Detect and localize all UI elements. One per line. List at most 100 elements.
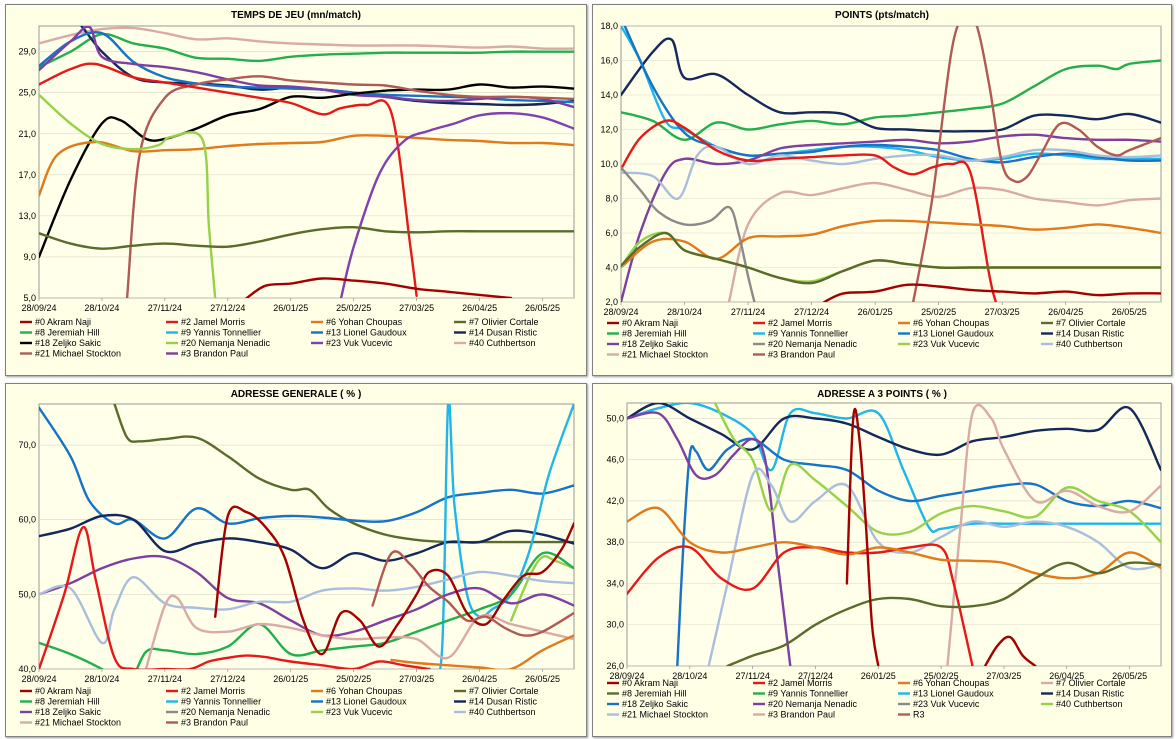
legend-label: #14 Dusan Ristic [469,328,538,338]
y-tick-label: 4,0 [605,263,618,273]
y-tick-label: 34,0 [606,578,624,588]
legend-label: #7 Olivier Cortale [469,317,539,327]
plot-area [38,25,575,299]
series-line [39,62,418,298]
series-line [713,403,1161,544]
legend-label: R3 [913,710,925,720]
legend-label: #6 Yohan Choupas [326,686,403,696]
x-tick-label: 25/02/25 [921,307,956,317]
x-tick-label: 26/05/25 [525,674,560,684]
series-line [627,506,1161,580]
series-line [39,406,574,540]
x-tick-label: 27/11/24 [148,303,182,313]
y-tick-label: 30,0 [606,620,624,630]
legend-label: #2 Jamel Morris [181,686,246,696]
series-line [621,119,997,302]
legend-label: #0 Akram Naji [35,686,91,696]
legend-label: #20 Nemanja Nenadic [768,339,858,349]
chart-svg-adresse-generale: ADRESSE GENERALE ( % ) 40,0 50,0 60,0 70,0 28… [18,389,575,728]
chart-points: POINTS (pts/match) 2,0 4,0 6,0 8,0 10,0 12,0 14… [592,4,1172,376]
series-group [39,404,574,669]
x-tick-label: 26/01/25 [861,671,896,681]
chart-svg-adresse-3-points: ADRESSE A 3 POINTS ( % ) 26,0 30,0 34,0 38,0… [606,389,1162,720]
legend-label: #23 Vuk Vucevic [326,338,393,348]
x-tick-label: 28/10/24 [672,671,707,681]
x-tick-label: 26/04/25 [1049,671,1084,681]
series-line [125,75,574,298]
y-tick-label: 14,0 [600,90,618,100]
x-tick-label: 25/02/25 [924,671,959,681]
legend-label: #18 Zeljko Sakic [35,338,102,348]
y-tick-label: 13,0 [18,211,36,221]
y-tick-label: 42,0 [606,496,624,506]
legend-label: #14 Dusan Ristic [469,697,538,707]
x-tick-label: 28/09/24 [603,307,638,317]
series-line [214,505,574,656]
y-tick-label: 5,0 [23,293,36,303]
x-tick-label: 27/03/25 [985,307,1020,317]
series-line [390,634,574,669]
x-tick-label: 26/01/25 [273,674,308,684]
legend-label: #8 Jeremiah Hill [622,689,687,699]
y-tick-label: 18,0 [600,21,618,31]
chart-title: ADRESSE GENERALE ( % ) [231,389,362,400]
legend-label: #3 Brandon Paul [768,350,835,360]
series-line [621,26,1161,162]
x-tick-label: 27/12/24 [794,307,829,317]
y-tick-label: 40,0 [18,664,36,674]
x-tick-label: 26/05/25 [1112,671,1147,681]
y-tick-label: 10,0 [600,159,618,169]
legend-label: #13 Lionel Gaudoux [326,697,407,707]
series-group [39,26,574,298]
series-line [726,561,1161,666]
legend-label: #7 Olivier Cortale [1056,318,1126,328]
legend-label: #3 Brandon Paul [768,710,835,720]
series-line [621,133,1161,302]
legend-label: #0 Akram Naji [622,318,678,328]
legend-label: #13 Lionel Gaudoux [913,329,994,339]
y-tick-label: 6,0 [605,228,618,238]
series-line [983,635,1037,666]
y-tick-label: 50,0 [606,413,624,423]
legend-label: #8 Jeremiah Hill [35,697,100,707]
legend-label: #40 Cuthbertson [1056,339,1123,349]
legend-label: #9 Yannis Tonnellier [181,328,261,338]
legend-label: #3 Brandon Paul [181,349,248,359]
legend-label: #21 Michael Stockton [622,710,708,720]
series-line [339,111,574,298]
x-tick-label: 26/04/25 [462,674,497,684]
y-tick-label: 29,0 [18,47,36,57]
series-line [39,83,574,259]
legend-label: #20 Nemanja Nenadic [768,699,858,709]
x-tick-label: 26/05/25 [525,303,560,313]
y-tick-label: 2,0 [605,297,618,307]
series-line [912,26,1161,302]
y-tick-label: 12,0 [600,125,618,135]
x-tick-label: 26/01/25 [858,307,893,317]
series-line [509,555,574,622]
series-line [727,181,1161,302]
legend-label: #23 Vuk Vucevic [913,699,980,709]
series-line [707,467,1161,666]
chart-svg-points: POINTS (pts/match) 2,0 4,0 6,0 8,0 10,0 12,0 14… [600,10,1162,360]
legend-label: #8 Jeremiah Hill [622,329,687,339]
legend-label: #20 Nemanja Nenadic [181,707,271,717]
series-line [39,513,574,570]
legend-label: #23 Vuk Vucevic [913,339,980,349]
legend-label: #6 Yohan Choupas [913,318,990,328]
series-line [39,26,574,50]
chart-svg-temps-de-jeu: TEMPS DE JEU (mn/match) 5,0 9,0 13,0 17,0 21,… [18,10,575,359]
x-tick-label: 28/10/24 [667,307,702,317]
legend-label: #20 Nemanja Nenadic [181,338,271,348]
legend-label: #40 Cuthbertson [469,338,536,348]
legend-label: #7 Olivier Cortale [1056,678,1126,688]
series-line [627,403,1161,472]
legend-label: #23 Vuk Vucevic [326,707,393,717]
chart-title: TEMPS DE JEU (mn/match) [231,10,361,21]
legend-label: #14 Dusan Ristic [1056,329,1125,339]
legend-label: #7 Olivier Cortale [469,686,539,696]
x-tick-label: 28/09/24 [609,671,644,681]
chart-title: ADRESSE A 3 POINTS ( % ) [817,389,947,400]
legend-label: #6 Yohan Choupas [326,317,403,327]
x-tick-label: 27/03/25 [986,671,1021,681]
